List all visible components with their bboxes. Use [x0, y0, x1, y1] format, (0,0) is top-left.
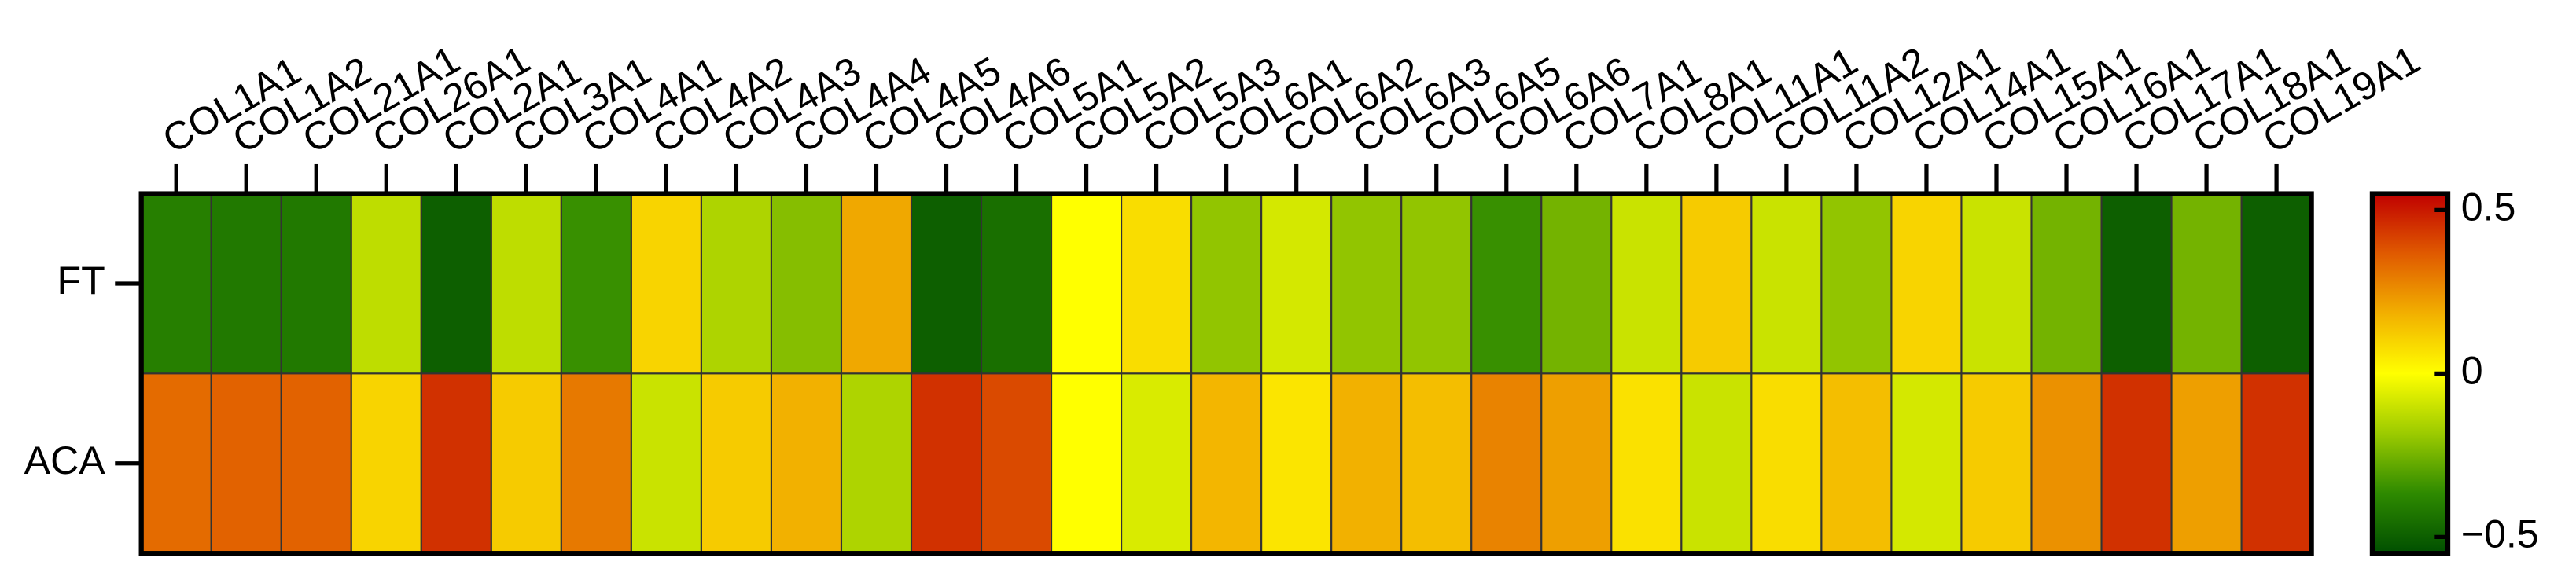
- heatmap-cell: [1610, 192, 1683, 375]
- heatmap-cell: [1610, 372, 1683, 555]
- colorbar-tick-label: −0.5: [2461, 512, 2539, 556]
- heatmap-cell: [490, 372, 562, 555]
- heatmap-cell: [910, 372, 983, 555]
- heatmap-cell: [280, 192, 352, 375]
- heatmap-cell: [2170, 372, 2243, 555]
- heatmap-cell: [1820, 192, 1893, 375]
- heatmap-cell: [770, 372, 843, 555]
- heatmap-cell: [1890, 192, 1963, 375]
- colorbar-tick-label: 0.5: [2461, 185, 2516, 229]
- y-tick-label: ACA: [24, 438, 106, 482]
- heatmap-cell: [1190, 192, 1263, 375]
- heatmap-cell: [770, 192, 843, 375]
- heatmap-cell: [210, 372, 282, 555]
- heatmap-cell: [2030, 372, 2103, 555]
- heatmap-cell: [1680, 372, 1753, 555]
- heatmap-cell: [2170, 192, 2243, 375]
- heatmap-cell: [1680, 192, 1753, 375]
- heatmap-cell: [2240, 372, 2313, 555]
- heatmap-cell: [840, 372, 913, 555]
- heatmap-cell: [981, 192, 1053, 375]
- heatmap-cell: [350, 372, 422, 555]
- heatmap-cell: [2100, 372, 2173, 555]
- heatmap-cell: [420, 192, 492, 375]
- heatmap-cell: [1960, 372, 2033, 555]
- y-tick-label: FT: [57, 258, 105, 302]
- heatmap-cell: [910, 192, 983, 375]
- heatmap-cell: [1121, 372, 1193, 555]
- heatmap-cell: [1470, 372, 1543, 555]
- heatmap-cell: [560, 372, 632, 555]
- heatmap-cell: [1260, 192, 1333, 375]
- heatmap-cell: [2100, 192, 2173, 375]
- heatmap-cell: [700, 192, 772, 375]
- heatmap-cell: [140, 372, 212, 555]
- heatmap-cell: [350, 192, 422, 375]
- heatmap-cell: [1750, 192, 1823, 375]
- heatmap-cell: [700, 372, 772, 555]
- heatmap-cell: [1750, 372, 1823, 555]
- heatmap-cell: [630, 372, 702, 555]
- heatmap-cell: [1400, 192, 1473, 375]
- heatmap-cell: [630, 192, 702, 375]
- heatmap-cell: [1190, 372, 1263, 555]
- heatmap-cell: [1051, 372, 1123, 555]
- heatmap-cell: [1470, 192, 1543, 375]
- heatmap-cell: [1260, 372, 1333, 555]
- heatmap-cell: [140, 192, 212, 375]
- heatmap-cell: [210, 192, 282, 375]
- heatmap-cell: [1330, 192, 1403, 375]
- heatmap-cell: [1330, 372, 1403, 555]
- heatmap-cell: [840, 192, 913, 375]
- heatmap-cell: [1820, 372, 1893, 555]
- heatmap-cell: [1121, 192, 1193, 375]
- colorbar-tick-label: 0: [2461, 349, 2483, 393]
- heatmap-cell: [280, 372, 352, 555]
- heatmap-cell: [560, 192, 632, 375]
- heatmap-cell: [1540, 192, 1613, 375]
- heatmap-cell: [1540, 372, 1613, 555]
- heatmap-cell: [490, 192, 562, 375]
- heatmap-cell: [981, 372, 1053, 555]
- heatmap-cell: [1051, 192, 1123, 375]
- heatmap-cell: [1960, 192, 2033, 375]
- heatmap-cell: [1890, 372, 1963, 555]
- heatmap-cell: [1400, 372, 1473, 555]
- heatmap-cell: [420, 372, 492, 555]
- heatmap-cell: [2030, 192, 2103, 375]
- heatmap-cell: [2240, 192, 2313, 375]
